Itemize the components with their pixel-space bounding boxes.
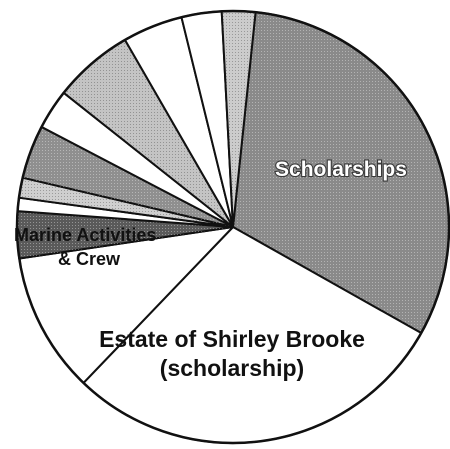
pie-slices bbox=[15, 9, 450, 445]
pie-slice-texture-1 bbox=[233, 12, 450, 334]
label-brooke-line1: Estate of Shirley Brooke bbox=[99, 326, 365, 352]
pie-slice-texture-4 bbox=[17, 211, 233, 259]
label-marine-line1: Marine Activities bbox=[14, 225, 156, 245]
label-brooke-line2: (scholarship) bbox=[160, 355, 304, 381]
pie-slice-texture-7 bbox=[22, 126, 234, 227]
pie-slice-texture-12 bbox=[221, 11, 256, 227]
label-scholarships: Scholarships bbox=[275, 158, 407, 181]
pie-slice-texture-9 bbox=[63, 39, 233, 227]
pie-outline bbox=[15, 9, 450, 445]
slice-labels: Scholarships Estate of Shirley Brooke (s… bbox=[14, 157, 408, 381]
label-marine-line2: & Crew bbox=[58, 249, 121, 269]
